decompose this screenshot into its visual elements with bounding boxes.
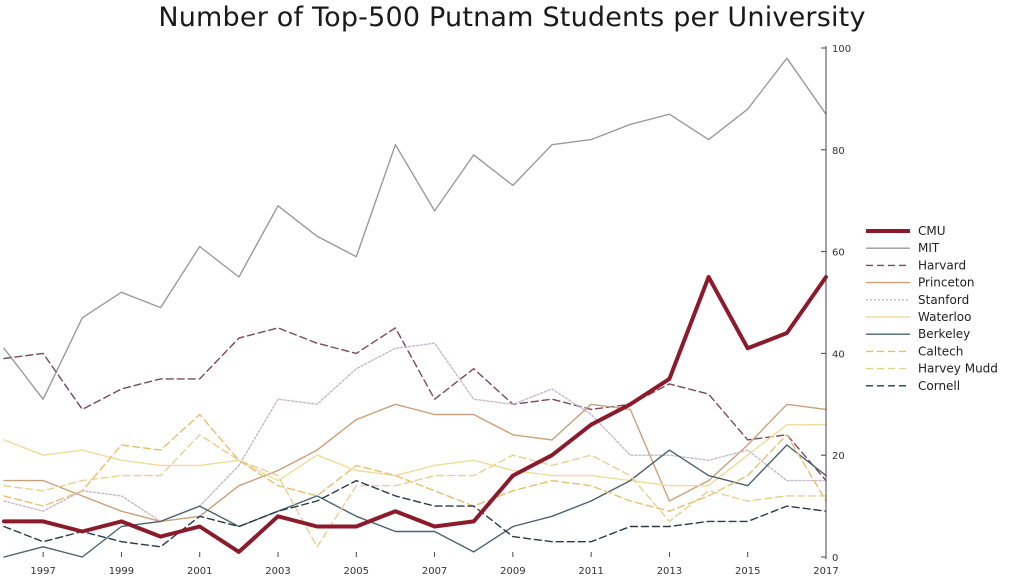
legend: CMU MIT Harvard Princeton Stanford Waterloo Be… [866,224,998,393]
series-line-caltech [3,413,827,512]
y-tick-label: 40 [832,349,845,360]
legend-label-cornell: Cornell [918,379,960,393]
legend-label-waterloo: Waterloo [918,310,972,324]
series-line-cmu [2,275,828,554]
x-tick-label: 2017 [813,566,838,577]
x-tick-label: 2005 [344,566,369,577]
x-tick-label: 2003 [265,566,290,577]
legend-label-princeton: Princeton [918,276,975,290]
legend-label-harvard: Harvard [918,258,966,272]
legend-label-cmu: CMU [918,224,946,238]
y-tick-label: 20 [832,451,845,462]
legend-label-harvey-mudd: Harvey Mudd [918,362,998,376]
x-tick-label: 2009 [500,566,525,577]
x-tick-label: 1997 [30,566,55,577]
x-tick-label: 2011 [578,566,603,577]
y-axis: 0 20 40 60 80 100 [821,44,851,564]
series-line-princeton [3,403,827,523]
legend-label-stanford: Stanford [918,293,969,307]
series-line-berkeley [3,444,827,558]
y-tick-label: 0 [832,553,838,564]
legend-label-mit: MIT [918,241,940,255]
legend-label-berkeley: Berkeley [918,327,970,341]
series-line-harvard [3,327,827,482]
x-tick-label: 2015 [735,566,760,577]
y-tick-label: 80 [832,146,845,157]
x-axis: 1997 1999 2001 2003 2005 2007 2009 2011 2013 2015… [30,552,839,577]
legend-label-caltech: Caltech [918,344,963,358]
series-layer [2,57,828,558]
series-line-harvey-mudd [3,434,827,548]
y-tick-label: 60 [832,248,845,259]
series-line-cornell [3,479,827,548]
x-tick-label: 2001 [187,566,212,577]
x-tick-label: 2007 [422,566,447,577]
series-line-stanford [3,342,827,523]
series-line-mit [3,57,827,400]
chart-title: Number of Top-500 Putnam Students per Un… [158,2,866,33]
y-tick-label: 100 [832,44,851,55]
series-line-waterloo [3,424,827,487]
x-tick-label: 1999 [109,566,134,577]
x-tick-label: 2013 [657,566,682,577]
